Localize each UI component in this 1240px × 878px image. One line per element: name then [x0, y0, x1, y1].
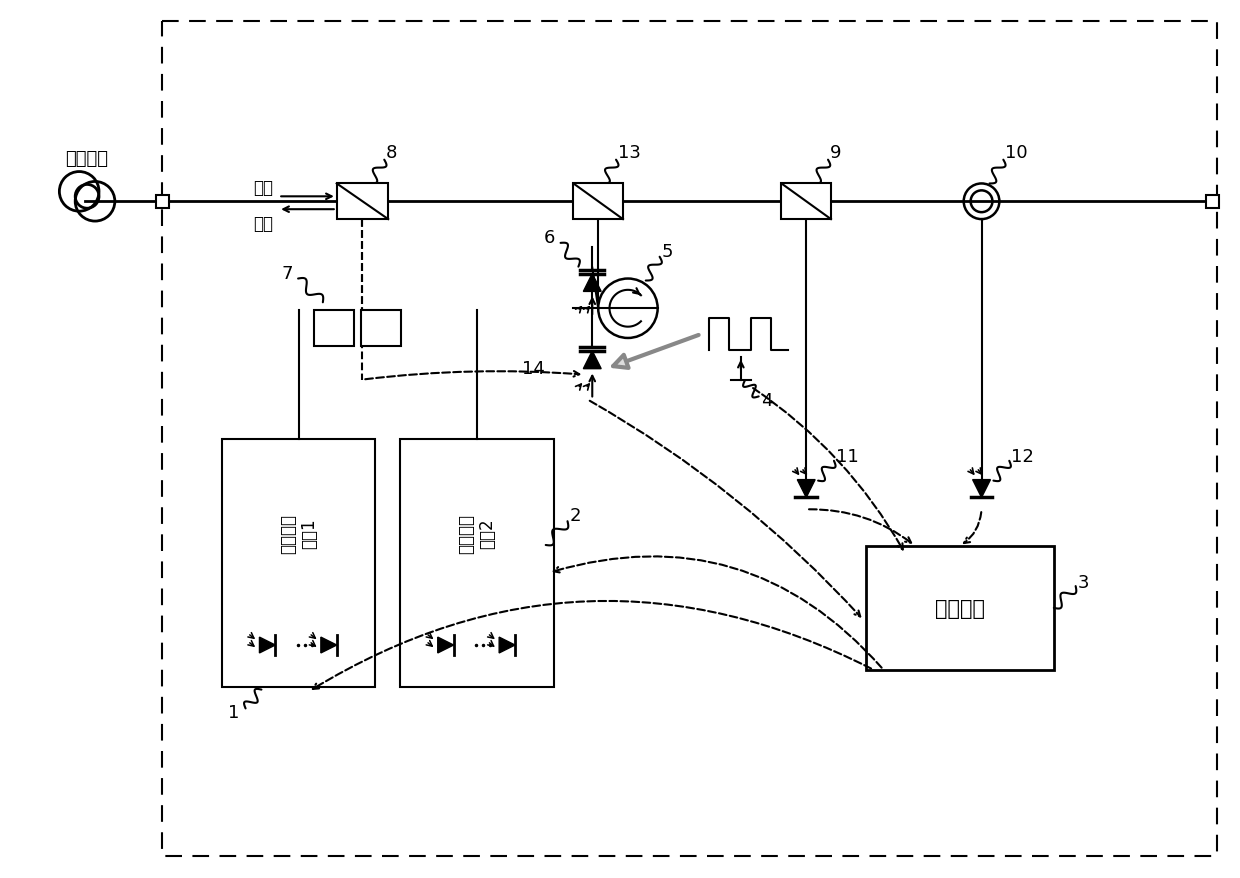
Polygon shape — [583, 351, 601, 370]
Text: 3: 3 — [1078, 573, 1089, 592]
Text: 控制单元: 控制单元 — [935, 598, 985, 618]
Text: 8: 8 — [386, 144, 398, 162]
Text: 9: 9 — [830, 144, 842, 162]
Text: 4: 4 — [760, 392, 773, 410]
Polygon shape — [583, 274, 601, 292]
Text: 泵浦光源
模块1: 泵浦光源 模块1 — [279, 514, 317, 553]
Bar — [1205, 196, 1219, 208]
Text: 2: 2 — [569, 507, 582, 525]
Bar — [362, 311, 401, 347]
Text: 信号: 信号 — [253, 179, 273, 198]
Text: 传输光纤: 传输光纤 — [66, 149, 109, 168]
Text: 5: 5 — [662, 242, 673, 261]
Polygon shape — [438, 637, 454, 653]
Text: 13: 13 — [618, 144, 641, 162]
Polygon shape — [500, 637, 515, 653]
Bar — [314, 311, 353, 347]
Text: 11: 11 — [836, 447, 858, 465]
Bar — [401, 440, 553, 687]
Text: 6: 6 — [543, 228, 554, 247]
Text: 泵浦光源
模块2: 泵浦光源 模块2 — [458, 514, 496, 553]
Polygon shape — [259, 637, 275, 653]
Text: 12: 12 — [1012, 447, 1034, 465]
Text: 14: 14 — [522, 359, 544, 378]
Text: 泵浦: 泵浦 — [253, 215, 273, 233]
Bar — [156, 196, 169, 208]
Polygon shape — [321, 637, 337, 653]
Bar — [866, 546, 1054, 670]
Bar — [781, 184, 831, 220]
Text: 7: 7 — [281, 264, 293, 282]
Bar — [337, 184, 388, 220]
Text: 1: 1 — [228, 703, 239, 722]
Bar — [222, 440, 376, 687]
Polygon shape — [972, 480, 991, 498]
Text: 10: 10 — [1006, 144, 1028, 162]
Polygon shape — [797, 480, 815, 498]
Bar — [573, 184, 622, 220]
